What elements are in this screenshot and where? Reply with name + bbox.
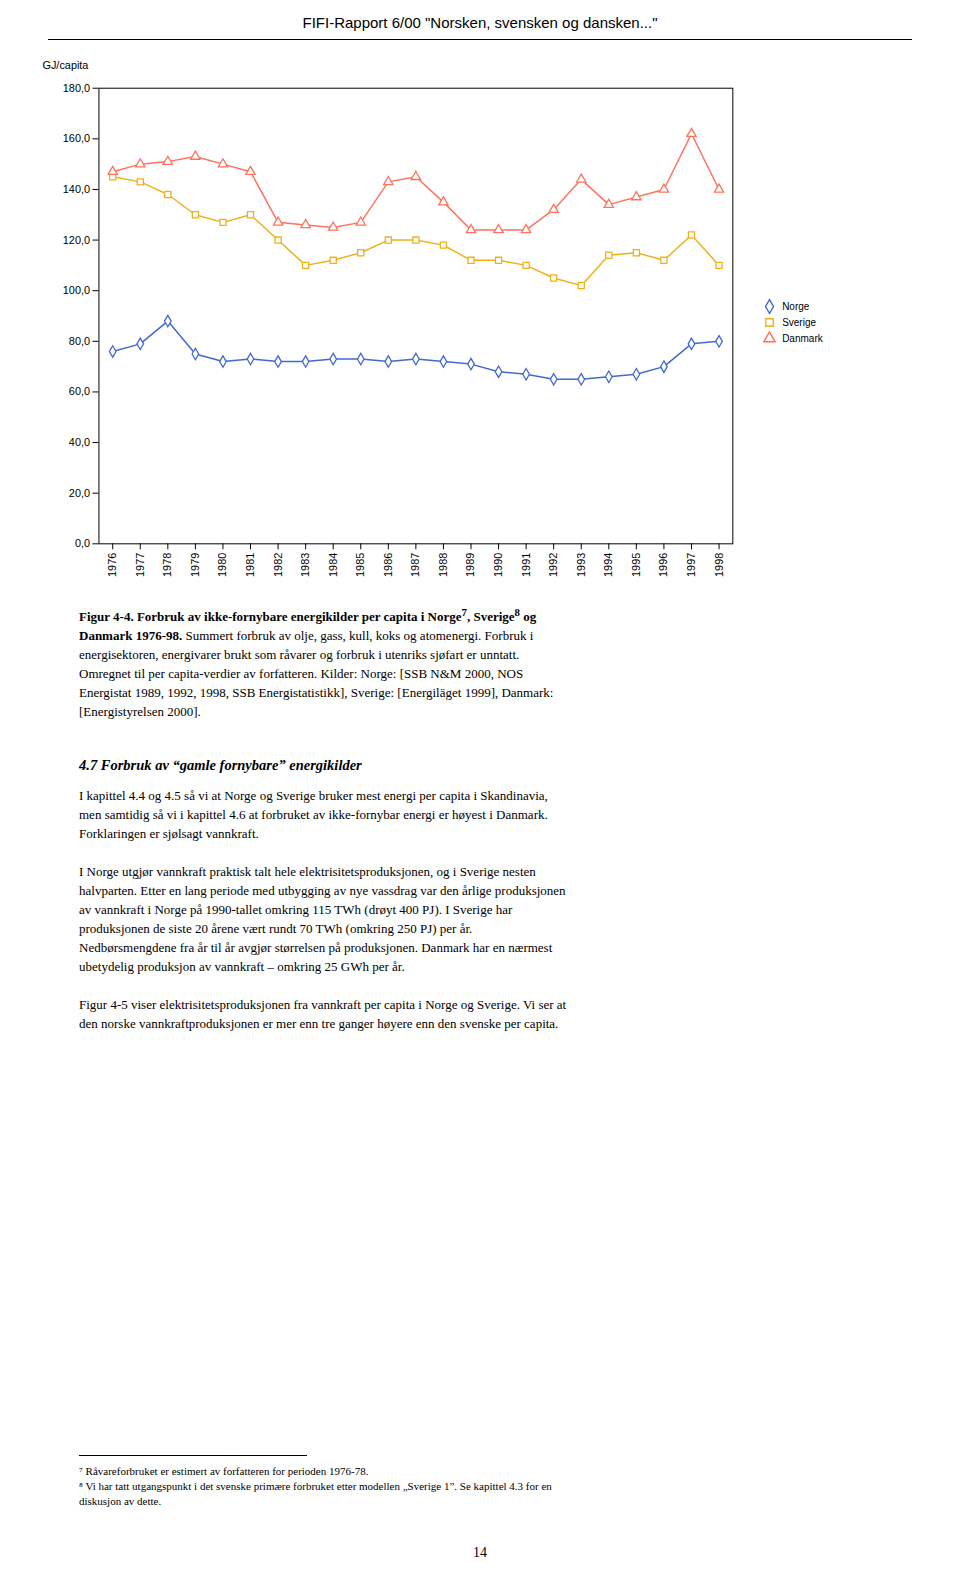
svg-text:1984: 1984 [327,553,339,577]
svg-text:0,0: 0,0 [75,537,90,549]
html-text:produksjonen de siste 20 årene: produksjonen de siste 20 årene vært rund… [79,921,473,937]
html-text:Figur 4-5 viser elektrisitetsp: Figur 4-5 viser elektrisitetsproduksjone… [79,997,567,1013]
html-text:[Energistyrelsen 2000].: [Energistyrelsen 2000]. [79,704,201,720]
html-text:energisektoren, energivarer br: energisektoren, energivarer brukt som rå… [79,647,520,663]
svg-text:1979: 1979 [189,553,201,577]
svg-text:1977: 1977 [134,553,146,577]
svg-text:1994: 1994 [602,553,614,577]
svg-text:60,0: 60,0 [69,385,90,397]
html-text:av vannkraft i Norge på 1990-t: av vannkraft i Norge på 1990-tallet omkr… [79,902,513,918]
html-text:men samtidig så vi i kapittel: men samtidig så vi i kapittel 4.6 at for… [79,807,548,823]
svg-text:1976: 1976 [106,553,118,577]
svg-text:1978: 1978 [161,553,173,577]
svg-text:1988: 1988 [437,553,449,577]
html-text:I kapittel 4.4 og 4.5 så vi at: I kapittel 4.4 og 4.5 så vi at Norge og … [79,788,548,804]
svg-text:1995: 1995 [630,553,642,577]
svg-text:1983: 1983 [299,553,311,577]
svg-text:160,0: 160,0 [63,132,90,144]
html-text:Nedbørsmengdene fra år til år: Nedbørsmengdene fra år til år avgjør stø… [79,940,553,956]
html-text:Sverige: Sverige [782,316,816,328]
html-text:Danmark 1976-98. Summert forbr: Danmark 1976-98. Summert forbruk av olje… [79,628,534,644]
html-text:14: 14 [473,1545,487,1560]
svg-text:GJ/capita: GJ/capita [42,59,89,71]
html-text:Omregnet til per capita-verdie: Omregnet til per capita-verdier av forfa… [79,666,524,682]
html-text:den norske vannkraftproduksjon: den norske vannkraftproduksjonen er mer … [79,1016,559,1032]
html-text:⁸ Vi har tatt utgangspunkt i d: ⁸ Vi har tatt utgangspunkt i det svenske… [79,1480,552,1492]
svg-text:1996: 1996 [657,553,669,577]
html-text:halvparten. Etter en lang peri: halvparten. Etter en lang periode med ut… [79,883,566,899]
svg-text:1997: 1997 [685,553,697,577]
html-text:Figur 4-4. Forbruk av ikke-for: Figur 4-4. Forbruk av ikke-fornybare ene… [79,605,537,625]
svg-text:120,0: 120,0 [63,234,90,246]
svg-text:1981: 1981 [244,553,256,577]
html-text:Forklaringen er sjølsagt vannk: Forklaringen er sjølsagt vannkraft. [79,826,259,842]
svg-text:1993: 1993 [575,553,587,577]
svg-text:1982: 1982 [272,553,284,577]
html-text:Danmark: Danmark [782,332,823,344]
svg-text:1985: 1985 [354,553,366,577]
svg-text:180,0: 180,0 [63,82,90,94]
svg-text:140,0: 140,0 [63,183,90,195]
html-text:FIFI-Rapport 6/00 "Norsken, sv: FIFI-Rapport 6/00 "Norsken, svensken og … [302,14,658,31]
html-text:Norge: Norge [782,300,810,312]
html-text:4.7 Forbruk av “gamle fornybar: 4.7 Forbruk av “gamle fornybare” energik… [79,757,362,774]
svg-text:1980: 1980 [216,553,228,577]
html-text:I Norge utgjør vannkraft prakt: I Norge utgjør vannkraft praktisk talt h… [79,864,536,880]
svg-text:1990: 1990 [492,553,504,577]
svg-text:80,0: 80,0 [69,335,90,347]
svg-text:1998: 1998 [713,553,725,577]
html-text:diskusjon av dette.: diskusjon av dette. [79,1495,162,1507]
svg-text:20,0: 20,0 [69,487,90,499]
html-text:ubetydelig produksjon av vannk: ubetydelig produksjon av vannkraft – omk… [79,959,405,975]
html-text:⁷ Råvareforbruket er estimert: ⁷ Råvareforbruket er estimert av forfatt… [79,1465,369,1477]
svg-text:1992: 1992 [547,553,559,577]
svg-text:100,0: 100,0 [63,284,90,296]
svg-text:1986: 1986 [382,553,394,577]
svg-text:40,0: 40,0 [69,436,90,448]
svg-text:1989: 1989 [464,553,476,577]
html-text:Energistat 1989, 1992, 1998, S: Energistat 1989, 1992, 1998, SSB Energis… [79,685,554,701]
svg-text:1987: 1987 [409,553,421,577]
svg-text:1991: 1991 [520,553,532,577]
